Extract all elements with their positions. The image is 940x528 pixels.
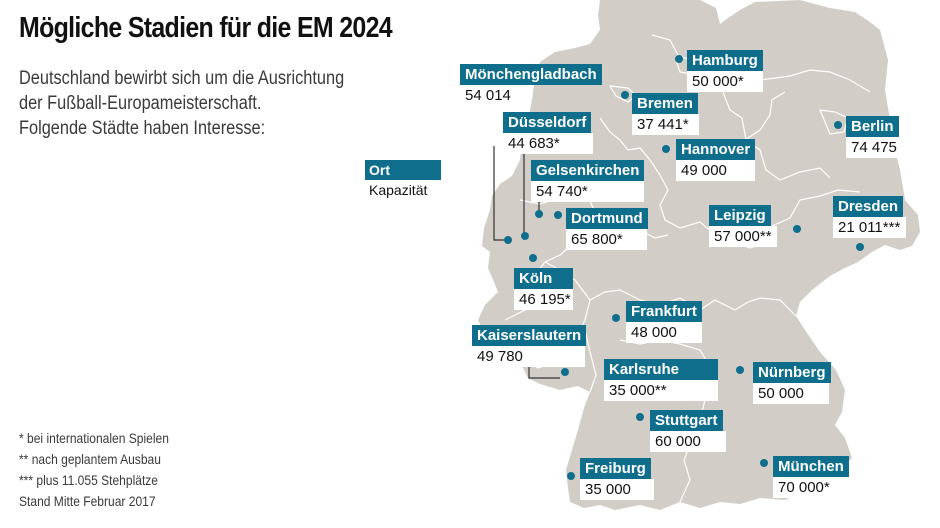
city-name: Berlin	[846, 116, 899, 137]
city-marker-bremen[interactable]	[621, 91, 629, 99]
city-marker-moenchengladbach[interactable]	[504, 236, 512, 244]
city-label-gelsenkirchen[interactable]: Gelsenkirchen 54 740*	[531, 160, 645, 202]
city-capacity: 50 000*	[687, 71, 763, 92]
city-name: Mönchengladbach	[460, 64, 602, 85]
city-capacity: 46 195*	[514, 289, 573, 310]
legend-name-swatch: Ort	[365, 160, 441, 180]
city-capacity: 37 441*	[632, 114, 699, 135]
city-name: Nürnberg	[753, 362, 831, 383]
city-marker-kaiserslautern[interactable]	[561, 368, 569, 376]
city-marker-dortmund[interactable]	[554, 211, 562, 219]
city-capacity: 65 800*	[566, 229, 647, 250]
city-name: Dresden	[833, 196, 904, 217]
city-name: Gelsenkirchen	[531, 160, 645, 181]
footnote: ** nach geplantem Ausbau	[19, 451, 161, 467]
city-marker-nuernberg[interactable]	[736, 366, 744, 374]
city-name: Stuttgart	[650, 410, 723, 431]
legend-capacity-label: Kapazität	[369, 182, 428, 198]
city-name: Freiburg	[580, 458, 651, 479]
city-label-frankfurt[interactable]: Frankfurt 48 000	[626, 301, 702, 343]
city-capacity: 44 683*	[503, 133, 593, 154]
page-title: Mögliche Stadien für die EM 2024	[19, 12, 393, 44]
city-name: Köln	[514, 268, 573, 289]
city-capacity: 70 000*	[773, 477, 846, 498]
city-name: Kaiserslautern	[472, 325, 587, 346]
city-capacity: 54 740*	[531, 181, 644, 202]
city-marker-berlin[interactable]	[834, 121, 842, 129]
city-label-moenchengladbach[interactable]: Mönchengladbach 54 014	[460, 64, 602, 106]
city-name: Leipzig	[709, 205, 771, 226]
city-capacity: 35 000**	[604, 380, 718, 401]
footnote: *** plus 11.055 Stehplätze	[19, 472, 159, 488]
city-name: Frankfurt	[626, 301, 702, 322]
footnote: Stand Mitte Februar 2017	[19, 493, 156, 509]
city-label-kaiserslautern[interactable]: Kaiserslautern 49 780	[472, 325, 587, 367]
city-label-dortmund[interactable]: Dortmund 65 800*	[566, 208, 648, 250]
city-label-berlin[interactable]: Berlin 74 475	[846, 116, 903, 158]
city-label-hamburg[interactable]: Hamburg 50 000*	[687, 50, 763, 92]
city-capacity: 50 000	[753, 383, 829, 404]
subtitle-line: Folgende Städte haben Interesse:	[19, 118, 266, 139]
city-capacity: 60 000	[650, 431, 726, 452]
city-marker-hamburg[interactable]	[675, 55, 683, 63]
city-capacity: 49 000	[676, 160, 755, 181]
city-marker-koeln[interactable]	[529, 254, 537, 262]
subtitle-line: Deutschland bewirbt sich um die Ausricht…	[19, 68, 345, 89]
city-marker-gelsenkirchen[interactable]	[535, 210, 543, 218]
legend: Ort Kapazität	[365, 160, 441, 200]
subtitle-line: der Fußball-Europameisterschaft.	[19, 93, 262, 114]
city-capacity: 74 475	[846, 137, 903, 158]
mgladbach-leader	[493, 146, 506, 241]
city-name: Dortmund	[566, 208, 648, 229]
city-name: Hannover	[676, 139, 756, 160]
city-name: Düsseldorf	[503, 112, 592, 133]
city-capacity: 35 000	[580, 479, 654, 500]
city-name: Bremen	[632, 93, 698, 114]
subtitle: Deutschland bewirbt sich um die Ausricht…	[19, 66, 344, 141]
city-label-bremen[interactable]: Bremen 37 441*	[632, 93, 699, 135]
city-name: Karlsruhe	[604, 359, 718, 380]
city-name: Hamburg	[687, 50, 763, 71]
city-capacity: 48 000	[626, 322, 702, 343]
city-label-freiburg[interactable]: Freiburg 35 000	[580, 458, 654, 500]
footnotes: * bei internationalen Spielen ** nach ge…	[19, 428, 169, 512]
city-label-leipzig[interactable]: Leipzig 57 000**	[709, 205, 777, 247]
footnote: * bei internationalen Spielen	[19, 430, 169, 446]
city-marker-stuttgart[interactable]	[636, 413, 644, 421]
city-label-koeln[interactable]: Köln 46 195*	[514, 268, 573, 310]
city-capacity: 57 000**	[709, 226, 777, 247]
city-capacity: 49 780	[472, 346, 585, 367]
city-capacity: 21 011***	[833, 217, 906, 238]
city-name: München	[773, 456, 849, 477]
city-marker-duesseldorf[interactable]	[521, 232, 529, 240]
city-marker-hannover[interactable]	[662, 145, 670, 153]
city-marker-dresden[interactable]	[856, 243, 864, 251]
kaiserslautern-leader	[528, 367, 560, 379]
city-label-duesseldorf[interactable]: Düsseldorf 44 683*	[503, 112, 593, 154]
city-marker-leipzig[interactable]	[793, 225, 801, 233]
city-marker-freiburg[interactable]	[567, 472, 575, 480]
city-label-muenchen[interactable]: München 70 000*	[773, 456, 849, 498]
city-marker-frankfurt[interactable]	[612, 314, 620, 322]
city-label-dresden[interactable]: Dresden 21 011***	[833, 196, 906, 238]
city-label-karlsruhe[interactable]: Karlsruhe 35 000**	[604, 359, 718, 401]
city-label-stuttgart[interactable]: Stuttgart 60 000	[650, 410, 726, 452]
city-capacity: 54 014	[465, 87, 511, 104]
city-label-hannover[interactable]: Hannover 49 000	[676, 139, 756, 181]
city-marker-muenchen[interactable]	[760, 459, 768, 467]
city-label-nuernberg[interactable]: Nürnberg 50 000	[753, 362, 831, 404]
